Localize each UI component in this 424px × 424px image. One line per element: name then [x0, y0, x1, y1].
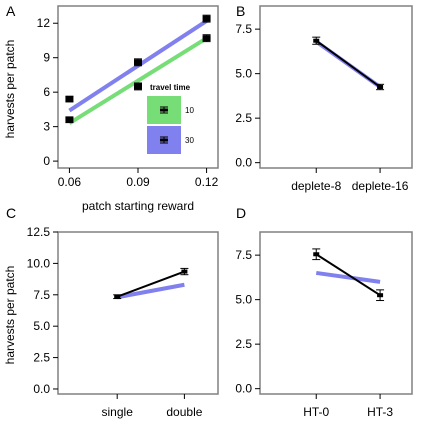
panel-d-ytick-label-3: 7.5	[235, 248, 252, 262]
panel-a-point-30-0	[65, 96, 74, 103]
panel-a-legend-marker-30	[160, 138, 168, 142]
panel-d-letter: D	[236, 205, 246, 221]
panel-d-ytick-label-0: 0.0	[235, 382, 252, 396]
panel-a-xtick-label-2: 0.12	[195, 175, 219, 189]
panel-b-xtick-label-0: deplete-8	[291, 179, 341, 193]
panel-b-xtick-label-1: deplete-16	[352, 179, 409, 193]
panel-c-ylabel: harvests per patch	[3, 266, 17, 365]
panel-c-xtick-label-0: single	[102, 405, 134, 419]
panel-c-point-0	[114, 294, 121, 299]
panel-b-ytick-label-1: 2.5	[235, 111, 252, 125]
panel-d-xtick-label-1: HT-3	[367, 405, 393, 419]
panel-a-point-10-0	[65, 116, 74, 123]
panel-d-xtick-label-0: HT-0	[303, 405, 329, 419]
panel-a-ytick-label-2: 6	[43, 85, 50, 99]
panel-a-letter: A	[6, 3, 16, 19]
panel-c-ytick-label-4: 10.0	[27, 256, 51, 270]
panel-c-ytick-label-5: 12.5	[27, 225, 51, 239]
panel-d-series-line-blue	[315, 270, 381, 284]
panel-b-frame	[259, 5, 413, 169]
panel-c-letter: C	[6, 205, 16, 221]
panel-a-point-30-1	[134, 59, 142, 66]
panel-a-xlabel: patch starting reward	[82, 199, 194, 213]
panel-d-ytick-label-2: 5.0	[235, 293, 252, 307]
panel-a-point-30-2	[202, 15, 211, 22]
panel-d-point-1	[377, 293, 384, 298]
panel-b-series-line-black	[315, 39, 381, 88]
panel-c-ytick-label-0: 0.0	[33, 382, 50, 396]
panel-d-point-0	[313, 252, 320, 257]
panel-a-fit-line-10	[68, 36, 208, 125]
panel-b-letter: B	[236, 3, 245, 19]
panel-b-point-0	[313, 38, 320, 43]
panel-d-frame	[259, 231, 413, 395]
panel-d-ytick-label-1: 2.5	[235, 337, 252, 351]
panel-c-xtick-label-1: double	[166, 405, 202, 419]
panel-a-point-10-1	[134, 83, 142, 90]
panel-c-point-1	[181, 269, 188, 274]
panel-c-series-line-black	[116, 270, 185, 298]
panel-a-legend-marker-10	[160, 108, 168, 112]
panel-a-legend-label-30: 30	[185, 136, 194, 145]
panel-a-ytick-label-3: 9	[43, 51, 50, 65]
panel-b-ytick-label-3: 7.5	[235, 22, 252, 36]
panel-b-ytick-label-2: 5.0	[235, 67, 252, 81]
panel-a-ylabel: harvests per patch	[3, 40, 17, 139]
panel-a-xtick-label-1: 0.09	[126, 175, 150, 189]
panel-a-ytick-label-1: 3	[43, 120, 50, 134]
panel-c-frame	[57, 231, 219, 395]
panel-a-ytick-label-0: 0	[43, 154, 50, 168]
panel-c-series-line-blue	[116, 282, 185, 300]
panel-c-ytick-label-3: 7.5	[33, 288, 50, 302]
panel-c-ytick-label-2: 5.0	[33, 319, 50, 333]
panel-b-point-1	[377, 85, 384, 89]
panel-a-ytick-label-4: 12	[37, 16, 51, 30]
panel-b-ytick-label-0: 0.0	[235, 156, 252, 170]
panel-a-legend-label-10: 10	[185, 106, 194, 115]
panel-a-point-10-2	[202, 35, 211, 42]
panel-c-ytick-label-1: 2.5	[33, 351, 50, 365]
panel-d-series-line-black	[315, 253, 381, 297]
panel-a-legend-title: travel time	[150, 83, 191, 92]
panel-a-xtick-label-0: 0.06	[58, 175, 82, 189]
